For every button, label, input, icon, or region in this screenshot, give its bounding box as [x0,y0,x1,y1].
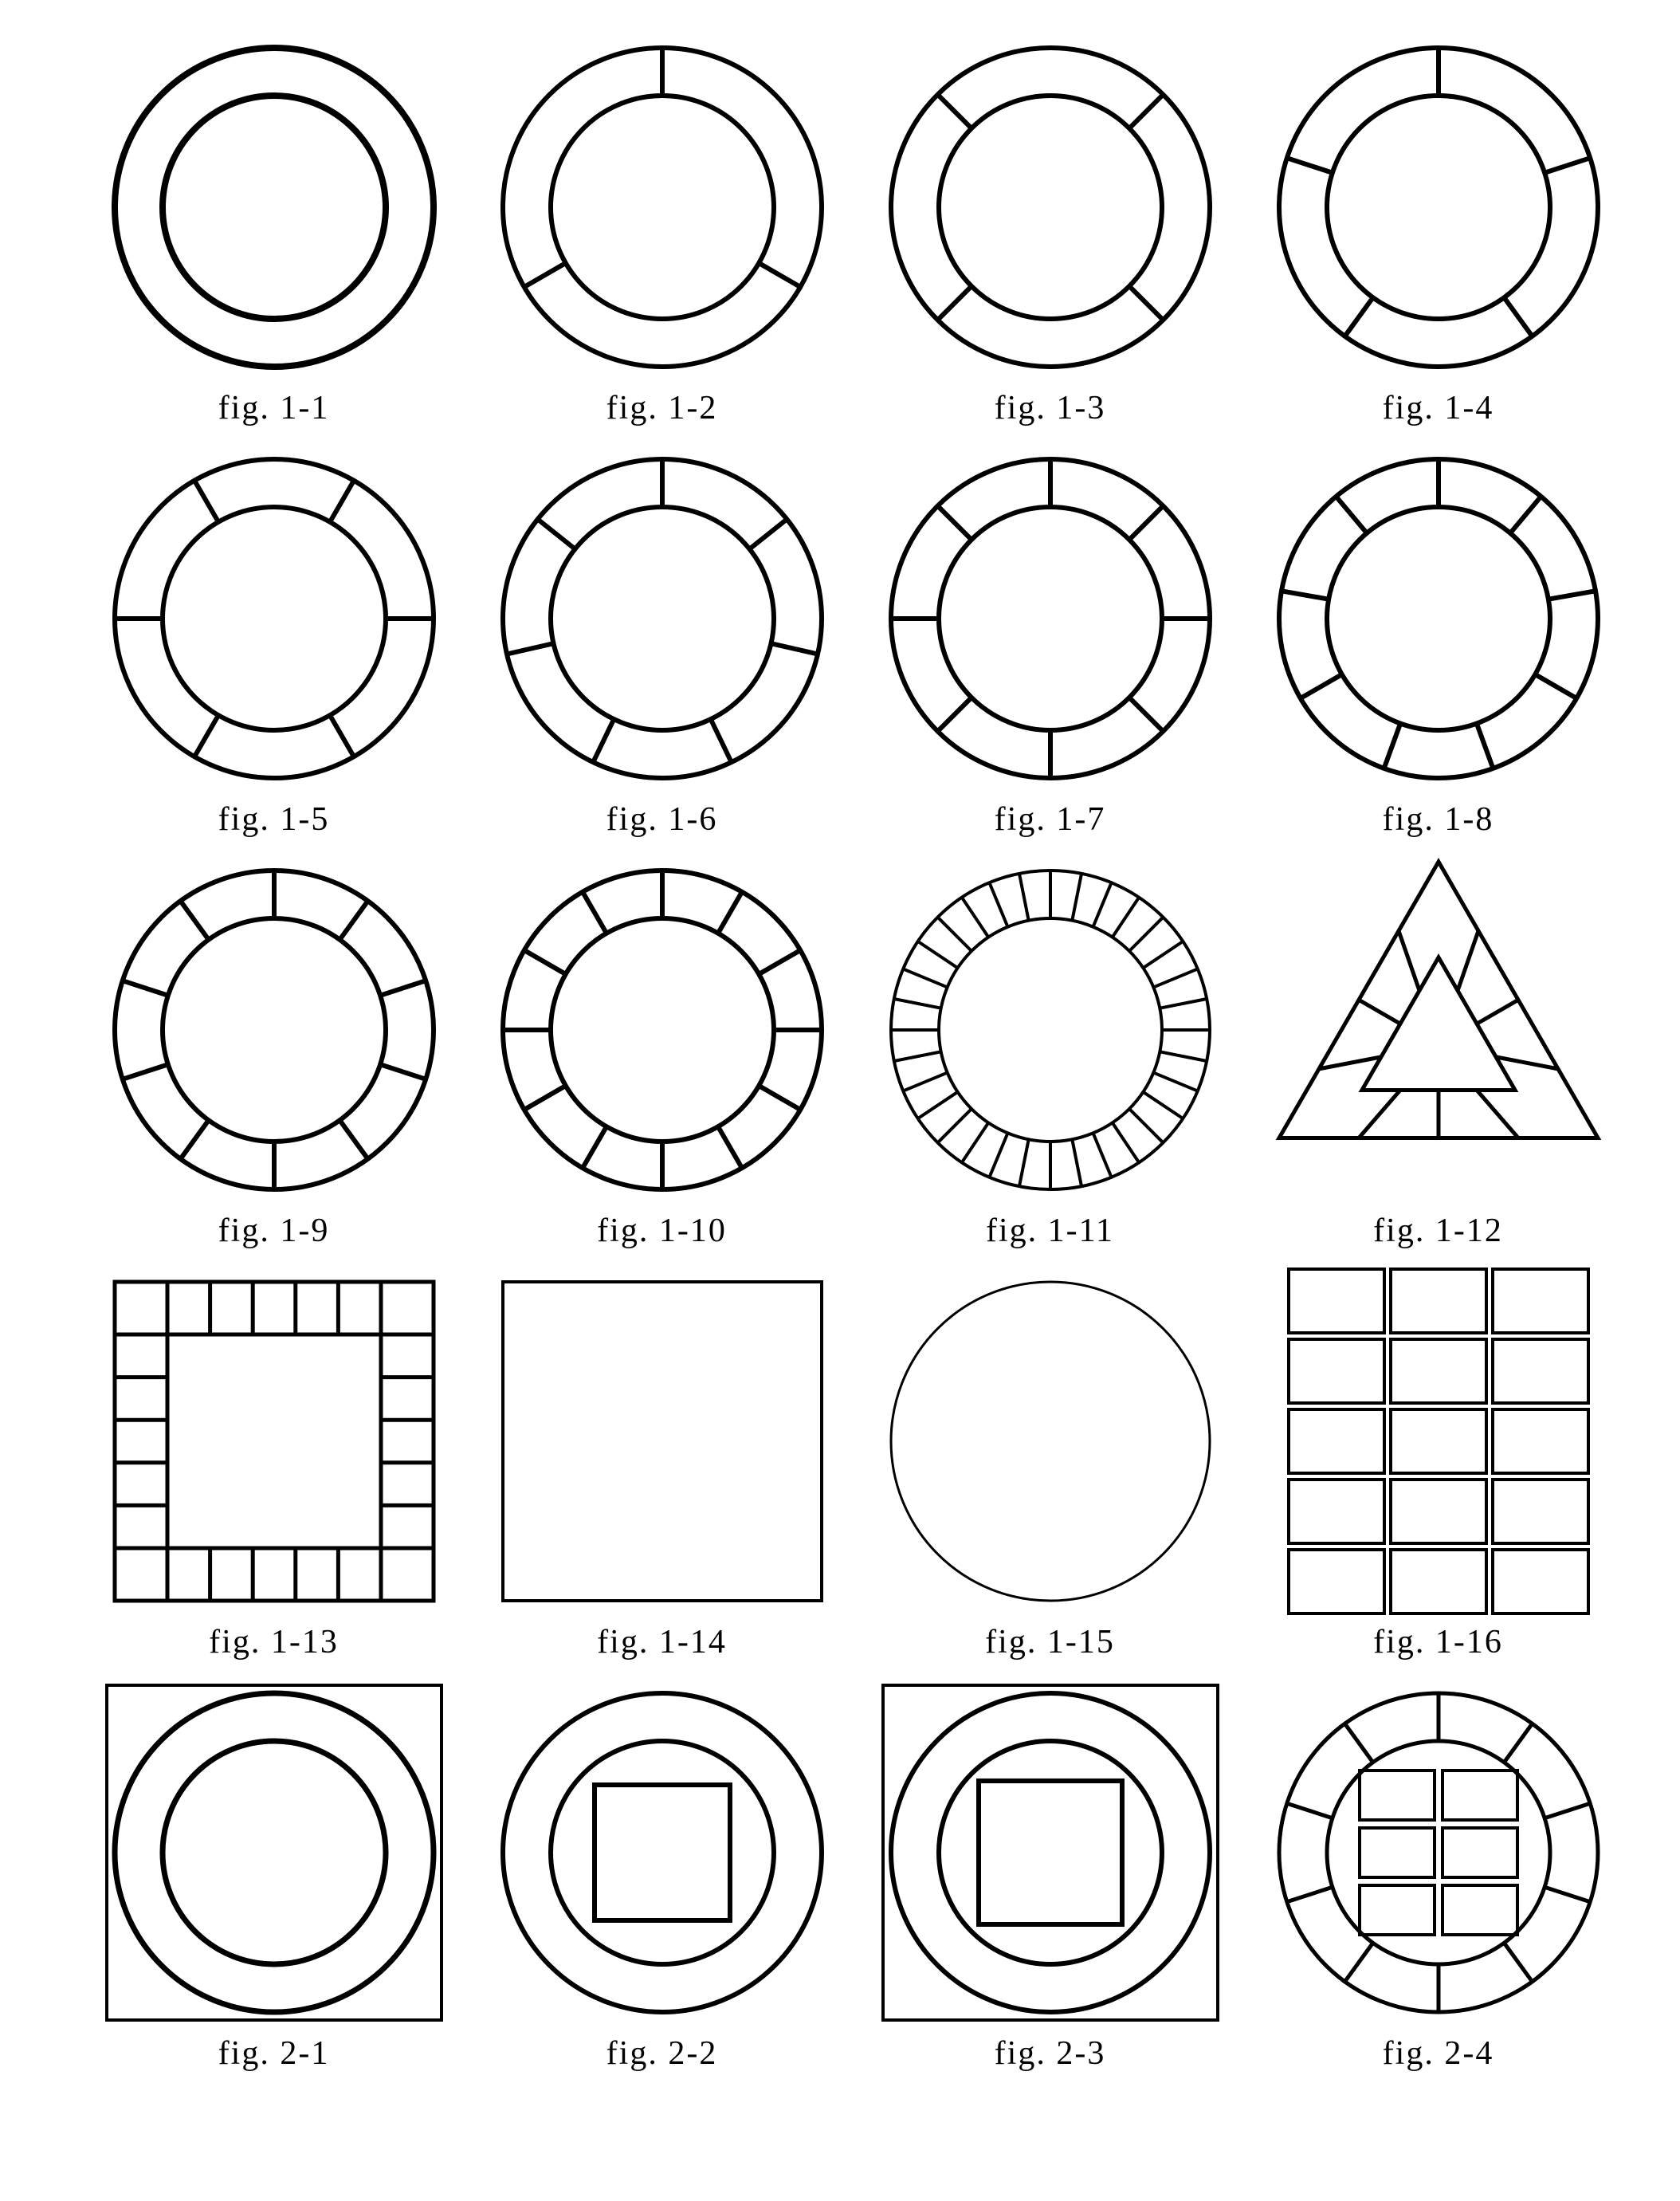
figure-grid: fig. 1-1 fig. 1-2 fig. 1-3 fig. 1-4 fig. 1-5… [0,0,1680,2136]
figure-caption: fig. 1-3 [995,389,1106,427]
figure-svg-fig-1-5 [99,443,449,794]
figure-svg-fig-1-1 [99,32,449,383]
figure-cell-fig-1-13: fig. 1-13 [96,1266,452,1661]
figure-svg-fig-2-3 [875,1677,1226,2028]
figure-caption: fig. 1-8 [1383,800,1494,839]
figure-caption: fig. 2-2 [606,2034,718,2073]
figure-cell-fig-1-11: fig. 1-11 [872,855,1228,1250]
figure-cell-fig-1-10: fig. 1-10 [484,855,840,1250]
figure-caption: fig. 1-11 [986,1212,1114,1250]
figure-caption: fig. 1-14 [597,1623,727,1661]
figure-cell-fig-1-1: fig. 1-1 [96,32,452,427]
figure-svg-fig-1-4 [1263,32,1614,383]
figure-cell-fig-1-6: fig. 1-6 [484,443,840,839]
figure-svg-fig-1-8 [1263,443,1614,794]
figure-caption: fig. 1-9 [218,1212,330,1250]
figure-caption: fig. 1-15 [985,1623,1115,1661]
figure-cell-fig-1-9: fig. 1-9 [96,855,452,1250]
figure-caption: fig. 1-7 [995,800,1106,839]
figure-cell-fig-1-5: fig. 1-5 [96,443,452,839]
figure-caption: fig. 2-1 [218,2034,330,2073]
figure-caption: fig. 2-4 [1383,2034,1494,2073]
figure-svg-fig-2-2 [487,1677,838,2028]
figure-caption: fig. 2-3 [995,2034,1106,2073]
figure-svg-fig-1-13 [99,1266,449,1617]
figure-cell-fig-1-15: fig. 1-15 [872,1266,1228,1661]
figure-cell-fig-2-1: fig. 2-1 [96,1677,452,2073]
figure-svg-fig-2-4 [1263,1677,1614,2028]
figure-svg-fig-1-11 [875,855,1226,1205]
figure-caption: fig. 1-10 [597,1212,727,1250]
figure-cell-fig-1-14: fig. 1-14 [484,1266,840,1661]
figure-svg-fig-1-16 [1263,1266,1614,1617]
figure-svg-fig-1-15 [875,1266,1226,1617]
figure-svg-fig-1-2 [487,32,838,383]
figure-caption: fig. 1-2 [606,389,718,427]
figure-caption: fig. 1-16 [1373,1623,1503,1661]
figure-caption: fig. 1-1 [218,389,330,427]
figure-caption: fig. 1-5 [218,800,330,839]
figure-cell-fig-2-4: fig. 2-4 [1260,1677,1616,2073]
figure-svg-fig-1-6 [487,443,838,794]
figure-caption: fig. 1-12 [1373,1212,1503,1250]
figure-cell-fig-1-4: fig. 1-4 [1260,32,1616,427]
figure-cell-fig-1-2: fig. 1-2 [484,32,840,427]
figure-cell-fig-1-8: fig. 1-8 [1260,443,1616,839]
figure-svg-fig-1-9 [99,855,449,1205]
figure-svg-fig-1-14 [487,1266,838,1617]
figure-svg-fig-2-1 [99,1677,449,2028]
figure-caption: fig. 1-13 [209,1623,339,1661]
figure-caption: fig. 1-6 [606,800,718,839]
figure-cell-fig-1-16: fig. 1-16 [1260,1266,1616,1661]
figure-svg-fig-1-12 [1263,855,1614,1205]
figure-caption: fig. 1-4 [1383,389,1494,427]
figure-cell-fig-1-7: fig. 1-7 [872,443,1228,839]
figure-cell-fig-2-3: fig. 2-3 [872,1677,1228,2073]
figure-cell-fig-1-12: fig. 1-12 [1260,855,1616,1250]
figure-svg-fig-1-7 [875,443,1226,794]
figure-cell-fig-1-3: fig. 1-3 [872,32,1228,427]
figure-svg-fig-1-3 [875,32,1226,383]
figure-cell-fig-2-2: fig. 2-2 [484,1677,840,2073]
figure-svg-fig-1-10 [487,855,838,1205]
